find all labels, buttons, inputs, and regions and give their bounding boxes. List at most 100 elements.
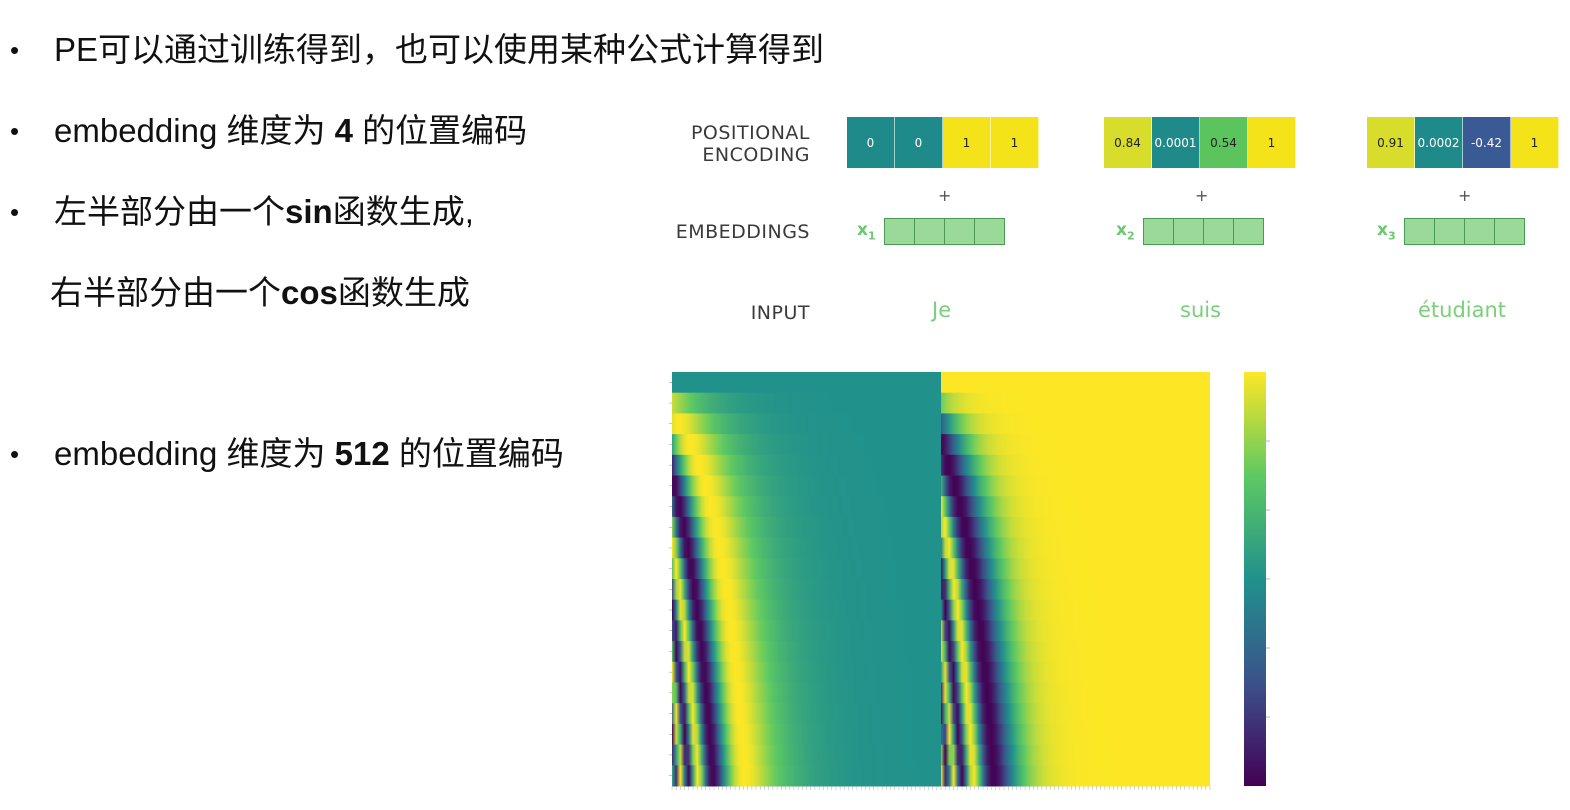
embedding-cells xyxy=(1403,218,1525,245)
heatmap-row-cos xyxy=(941,703,1210,725)
heatmap-row-sin xyxy=(672,765,941,787)
bullet-3-continuation: 右半部分由一个cos函数生成 xyxy=(50,273,470,313)
embedding-cell xyxy=(1434,219,1465,244)
embedding-cell xyxy=(974,219,1004,244)
embedding-cell xyxy=(1494,219,1524,244)
heatmap-row-cos xyxy=(941,372,1210,394)
pe-vector-2: 0.84 0.0001 0.54 1 xyxy=(1104,117,1296,168)
heatmap-row-cos xyxy=(941,661,1210,683)
embedding-cell xyxy=(1203,219,1234,244)
bullet-dot: • xyxy=(10,197,20,227)
heatmap-row-cos xyxy=(941,682,1210,704)
heatmap-row-sin xyxy=(672,599,941,621)
heatmap-row-cos xyxy=(941,599,1210,621)
embedding-cell xyxy=(944,219,975,244)
input-word-1: Je xyxy=(932,298,952,322)
pe-cell: -0.42 xyxy=(1463,117,1511,168)
heatmap-row-cos xyxy=(941,765,1210,787)
heatmap-row-sin xyxy=(672,413,941,435)
bullet-bold: 4 xyxy=(334,112,353,149)
heatmap-row-cos xyxy=(941,537,1210,559)
heatmap-row-cos xyxy=(941,413,1210,435)
pe-cell: 0.54 xyxy=(1200,117,1248,168)
pe-cell: 1 xyxy=(1248,117,1296,168)
heatmap-row-cos xyxy=(941,641,1210,663)
heatmap-row-cos xyxy=(941,516,1210,539)
label-pe-line2: ENCODING xyxy=(702,144,810,166)
bullet-text: 左半部分由一个 xyxy=(54,193,285,230)
heatmap-row-sin xyxy=(672,434,941,456)
label-embeddings: EMBEDDINGS xyxy=(675,221,810,243)
bullet-text: PE可以通过训练得到，也可以使用某种公式计算得到 xyxy=(54,31,825,68)
pe-cell: 0 xyxy=(847,117,895,168)
heatmap-row-cos xyxy=(941,723,1210,746)
bullet-bold: 512 xyxy=(334,435,390,472)
bullet-text: embedding 维度为 xyxy=(54,435,335,472)
pe-cell: 0.91 xyxy=(1367,117,1415,168)
heatmap-row-sin xyxy=(672,744,941,766)
bullet-4: • embedding 维度为 512 的位置编码 xyxy=(10,434,564,474)
pe-vector-3: 0.91 0.0002 -0.42 1 xyxy=(1367,117,1559,168)
heatmap-row-sin xyxy=(672,641,941,663)
heatmap-row-sin xyxy=(672,537,941,559)
embedding-2: x2 xyxy=(1116,218,1264,245)
bullet-bold: cos xyxy=(281,274,338,311)
bullet-text: 右半部分由一个 xyxy=(50,274,281,311)
heatmap-row-sin xyxy=(672,723,941,746)
colorbar-ticks xyxy=(1266,440,1270,718)
heatmap-row-cos xyxy=(941,496,1210,518)
embedding-cells xyxy=(1142,218,1264,245)
heatmap-row-sin xyxy=(672,558,941,580)
bullet-text: 函数生成 xyxy=(337,274,470,311)
heatmap-row-cos xyxy=(941,620,1210,642)
pe-cell: 0.0001 xyxy=(1152,117,1200,168)
embedding-cell xyxy=(1404,219,1435,244)
heatmap-row-sin xyxy=(672,579,941,601)
positional-encoding-heatmap xyxy=(669,372,1270,790)
bullet-text: embedding 维度为 xyxy=(54,112,335,149)
heatmap-row-sin xyxy=(672,454,941,476)
heatmap-rows xyxy=(672,372,1210,787)
heatmap-row-sin xyxy=(672,496,941,518)
heatmap-row-sin xyxy=(672,392,941,414)
heatmap-row-sin xyxy=(672,372,941,394)
bullet-text: 的位置编码 xyxy=(353,112,528,149)
input-word-3: étudiant xyxy=(1418,298,1507,322)
heatmap-row-cos xyxy=(941,475,1210,497)
heatmap-row-sin xyxy=(672,475,941,497)
embedding-symbol: x1 xyxy=(857,220,876,243)
heatmap-row-sin xyxy=(672,682,941,704)
heatmap-row-cos xyxy=(941,744,1210,766)
heatmap-row-sin xyxy=(672,661,941,683)
embedding-cell xyxy=(1173,219,1204,244)
pe-cell: 0 xyxy=(895,117,943,168)
plus-sign: + xyxy=(1195,186,1209,205)
bullet-3: • 左半部分由一个sin函数生成, xyxy=(10,192,474,232)
embedding-cell xyxy=(1143,219,1174,244)
heatmap-row-sin xyxy=(672,516,941,539)
label-pe-line1: POSITIONAL xyxy=(690,122,810,144)
bullet-dot: • xyxy=(10,439,20,469)
embedding-3: x3 xyxy=(1377,218,1525,245)
embedding-1: x1 xyxy=(857,218,1005,245)
bullet-text: 的位置编码 xyxy=(389,435,564,472)
embedding-cell xyxy=(1464,219,1495,244)
embedding-symbol: x2 xyxy=(1116,220,1135,243)
embedding-cell xyxy=(884,219,915,244)
heatmap-row-cos xyxy=(941,558,1210,580)
heatmap-y-ticks xyxy=(669,382,672,776)
embedding-symbol: x3 xyxy=(1377,220,1396,243)
heatmap-x-ticks xyxy=(671,786,1211,790)
plus-sign: + xyxy=(938,186,952,205)
embedding-cell xyxy=(1233,219,1263,244)
pe-cell: 0.84 xyxy=(1104,117,1152,168)
heatmap-row-cos xyxy=(941,454,1210,476)
input-word-2: suis xyxy=(1180,298,1222,322)
heatmap-row-cos xyxy=(941,392,1210,414)
heatmap-row-cos xyxy=(941,579,1210,601)
pe-cell: 0.0002 xyxy=(1415,117,1463,168)
label-input: INPUT xyxy=(750,302,810,324)
heatmap-row-sin xyxy=(672,703,941,725)
label-positional-encoding: POSITIONAL ENCODING xyxy=(660,122,810,166)
heatmap-row-sin xyxy=(672,620,941,642)
